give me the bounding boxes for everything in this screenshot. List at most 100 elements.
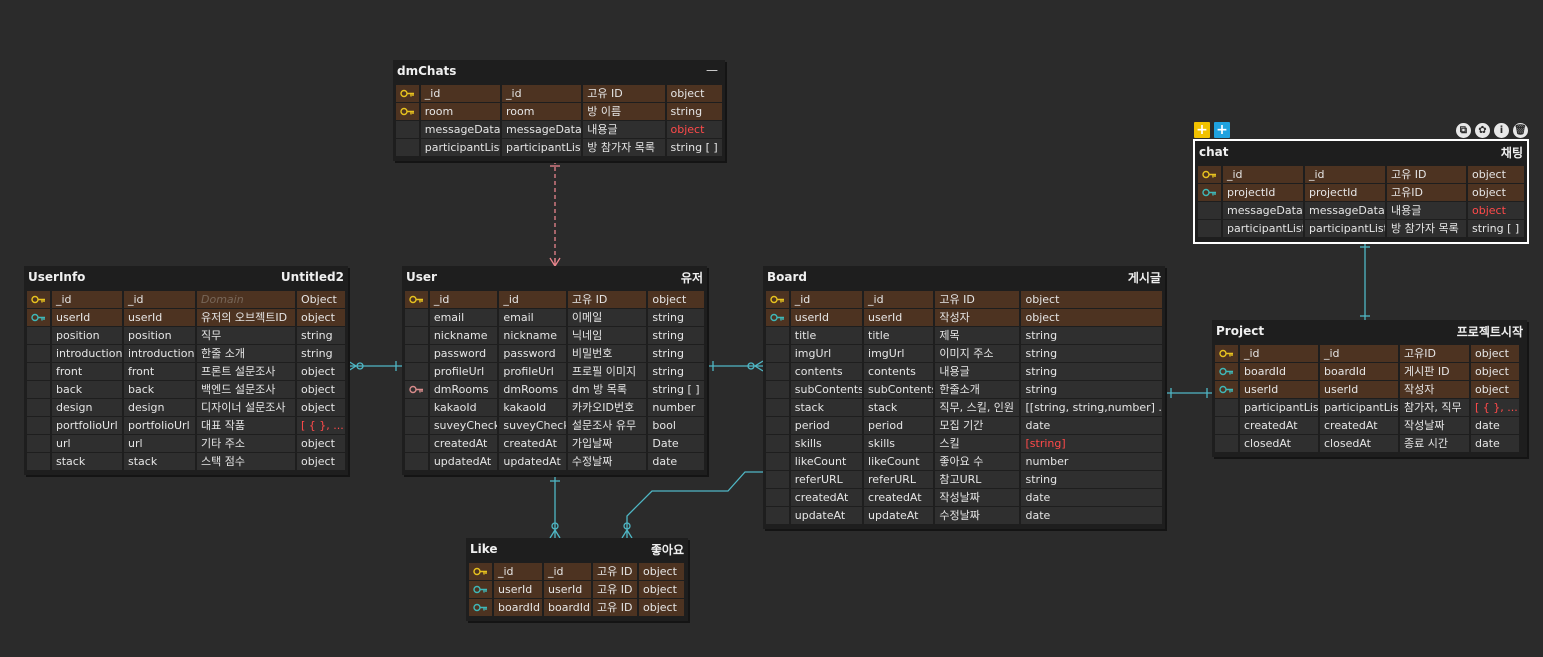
field-comment[interactable]: 기타 주소 (197, 435, 295, 452)
table-row[interactable]: suveyCheck suveyCheck 설문조사 유무 bool (405, 417, 704, 434)
field-logical-name[interactable]: password (499, 345, 566, 362)
field-comment[interactable]: 디자이너 설문조사 (197, 399, 295, 416)
field-type[interactable]: object (297, 363, 345, 380)
field-comment[interactable]: 프로필 이미지 (567, 363, 647, 380)
field-comment[interactable]: 고유 ID (583, 85, 665, 102)
field-comment[interactable]: 한줄 소개 (197, 345, 295, 362)
field-type[interactable]: number (648, 399, 704, 416)
field-name[interactable]: boardId (494, 599, 542, 616)
field-type[interactable]: string (1021, 471, 1162, 488)
field-name[interactable]: messageData (420, 121, 501, 138)
field-type[interactable]: string (1021, 363, 1162, 380)
table-row[interactable]: participantList participantList 방 참가자 목록 st… (1198, 220, 1524, 237)
field-comment[interactable]: 스킬 (935, 435, 1020, 452)
field-comment[interactable]: 좋아요 수 (935, 453, 1020, 470)
field-logical-name[interactable]: _id (1320, 345, 1398, 362)
field-comment[interactable]: 카카오ID번호 (567, 399, 647, 416)
field-logical-name[interactable]: url (124, 435, 195, 452)
field-comment[interactable]: 고유ID (1387, 184, 1466, 201)
field-logical-name[interactable]: profileUrl (499, 363, 566, 380)
field-logical-name[interactable]: closedAt (1320, 435, 1398, 452)
field-type[interactable]: date (1471, 417, 1519, 434)
table-row[interactable]: boardId boardId 게시판 ID object (1215, 363, 1524, 380)
field-comment[interactable]: 내용글 (1387, 202, 1466, 219)
field-type[interactable]: string [ ] (666, 139, 722, 156)
field-comment[interactable]: 작성자 (1400, 381, 1469, 398)
field-logical-name[interactable]: userId (1320, 381, 1398, 398)
table-row[interactable]: createdAt createdAt 작성날짜 date (1215, 417, 1524, 434)
table-row[interactable]: password password 비밀번호 string (405, 345, 704, 362)
table-row[interactable]: _id _id Domain Object (27, 291, 345, 308)
table-row[interactable]: portfolioUrl portfolioUrl 대표 작품[ { }, ... … (27, 417, 345, 434)
field-type[interactable]: object (648, 291, 704, 308)
field-type[interactable]: object (639, 599, 684, 616)
field-logical-name[interactable]: createdAt (1320, 417, 1398, 434)
field-name[interactable]: userId (52, 309, 122, 326)
table-row[interactable]: front front 프론트 설문조사 object (27, 363, 345, 380)
field-type[interactable]: object (297, 435, 345, 452)
field-type[interactable]: object (297, 453, 345, 470)
field-name[interactable]: updatedAt (429, 453, 498, 470)
field-type[interactable]: object (639, 563, 684, 580)
field-comment[interactable]: dm 방 목록 (567, 381, 647, 398)
field-name[interactable]: _id (429, 291, 498, 308)
field-name[interactable]: subContents (790, 381, 863, 398)
field-logical-name[interactable]: email (499, 309, 566, 326)
table-row[interactable]: profileUrl profileUrl 프로필 이미지 string (405, 363, 704, 380)
field-type[interactable]: string [ ] (1468, 220, 1524, 237)
field-comment[interactable]: 대표 작품 (197, 417, 295, 434)
table-row[interactable]: _id _id 고유 ID object (1198, 166, 1524, 183)
table-row[interactable]: _id _id 고유 ID object (405, 291, 704, 308)
field-name[interactable]: _id (1240, 345, 1318, 362)
table-row[interactable]: referURL referURL 참고URL string (766, 471, 1162, 488)
field-logical-name[interactable]: updateAt (864, 507, 934, 524)
field-name[interactable]: closedAt (1240, 435, 1318, 452)
field-name[interactable]: dmRooms (429, 381, 498, 398)
field-comment[interactable]: 작성날짜 (1400, 417, 1469, 434)
field-type[interactable]: object (1468, 202, 1524, 219)
field-comment[interactable]: 유저의 오브젝트ID (197, 309, 295, 326)
field-comment[interactable]: Domain (197, 291, 295, 308)
table-row[interactable]: createdAt createdAt 작성날짜 date (766, 489, 1162, 506)
field-logical-name[interactable]: createdAt (864, 489, 934, 506)
field-type[interactable]: string (1021, 327, 1162, 344)
field-type[interactable]: object (1468, 184, 1524, 201)
field-name[interactable]: password (429, 345, 498, 362)
table-row[interactable]: updateAt updateAt 수정날짜 date (766, 507, 1162, 524)
field-logical-name[interactable]: referURL (864, 471, 934, 488)
field-logical-name[interactable]: userId (544, 581, 591, 598)
table-dmchats[interactable]: dmChats _id _id 고유 ID object room room 방 이름 stri… (393, 60, 725, 161)
field-name[interactable]: messageData (1223, 202, 1303, 219)
field-type[interactable]: object (297, 399, 345, 416)
table-row[interactable]: subContents subContents 한줄소개 string (766, 381, 1162, 398)
field-logical-name[interactable]: _id (124, 291, 195, 308)
table-row[interactable]: userId userId 작성자 object (1215, 381, 1524, 398)
table-row[interactable]: email email 이메일 string (405, 309, 704, 326)
field-comment[interactable]: 이미지 주소 (935, 345, 1020, 362)
field-type[interactable]: object (666, 121, 722, 138)
field-name[interactable]: portfolioUrl (52, 417, 122, 434)
field-logical-name[interactable]: participantList (1320, 399, 1398, 416)
table-row[interactable]: _id _id 고유 ID object (766, 291, 1162, 308)
table-header[interactable]: Board 게시글 (763, 266, 1165, 288)
table-row[interactable]: url url 기타 주소 object (27, 435, 345, 452)
field-name[interactable]: _id (494, 563, 542, 580)
field-type[interactable]: bool (648, 417, 704, 434)
field-logical-name[interactable]: participantList (502, 139, 582, 156)
field-type[interactable]: Object (297, 291, 345, 308)
field-type[interactable]: string [ ] (648, 381, 704, 398)
table-row[interactable]: userId userId 작성자 object (766, 309, 1162, 326)
field-comment[interactable]: 종료 시간 (1400, 435, 1469, 452)
field-logical-name[interactable]: portfolioUrl (124, 417, 195, 434)
field-type[interactable]: object (1468, 166, 1524, 183)
table-row[interactable]: stack stack 스택 점수 object (27, 453, 345, 470)
table-userinfo[interactable]: UserInfo Untitled2 _id _id Domain Object userI… (24, 266, 348, 475)
table-row[interactable]: likeCount likeCount 좋아요 수 number (766, 453, 1162, 470)
field-name[interactable]: likeCount (790, 453, 863, 470)
field-logical-name[interactable]: room (502, 103, 582, 120)
field-comment[interactable]: 닉네임 (567, 327, 647, 344)
field-comment[interactable]: 직무 (197, 327, 295, 344)
field-name[interactable]: createdAt (790, 489, 863, 506)
field-logical-name[interactable]: position (124, 327, 195, 344)
field-name[interactable]: email (429, 309, 498, 326)
